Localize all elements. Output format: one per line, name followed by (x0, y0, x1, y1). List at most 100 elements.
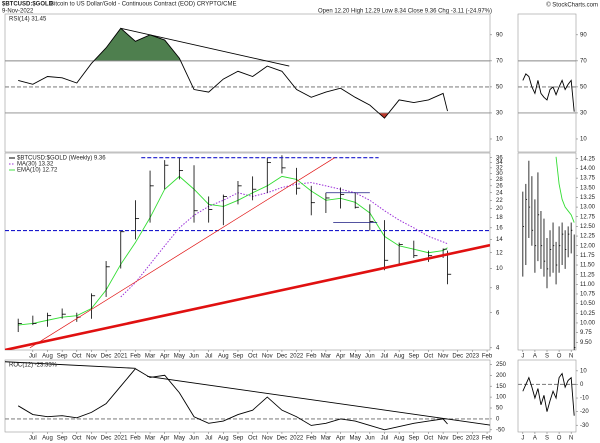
y-tick-label: 18 (496, 215, 503, 221)
x-tick-label: Jun (189, 436, 199, 442)
y-tick-label: 0 (580, 382, 584, 388)
y-tick-label: 14.00 (580, 166, 596, 172)
threshold-fill (378, 112, 389, 119)
plot-area (5, 155, 490, 350)
x-tick-label: Oct (72, 354, 82, 360)
y-tick-label: 4 (496, 345, 500, 351)
y-tick-label: 50 (496, 84, 503, 90)
x-tick-label: Jul (381, 436, 389, 442)
x-tick-label: Feb (306, 354, 317, 360)
y-tick-label: 10 (496, 266, 503, 272)
y-tick-label: 12.75 (580, 214, 596, 220)
y-tick-label: 28 (496, 177, 503, 183)
plot-area (522, 156, 576, 350)
x-tick-label: Jul (205, 436, 213, 442)
threshold-fill (18, 28, 448, 61)
y-tick-label: 50 (496, 406, 503, 412)
x-tick-label: Oct (72, 436, 82, 442)
y-tick-label: 13.00 (580, 205, 596, 211)
instrument-name: Bitcoin to US Dollar/Gold - Continuous C… (50, 2, 237, 8)
y-tick-label: 90 (580, 32, 587, 38)
plot-area (518, 372, 576, 416)
y-tick-label: 10.25 (580, 311, 596, 317)
x-tick-label: A (533, 354, 537, 360)
y-tick-label: 20 (496, 206, 503, 212)
x-tick-label: May (174, 354, 185, 360)
panel-frame (4, 13, 491, 153)
x-tick-label: Apr (336, 354, 345, 360)
x-tick-label: 2022 (290, 436, 304, 442)
symbol: $BTCUSD:$GOLD (2, 2, 54, 8)
y-tick-label: 10 (580, 368, 587, 374)
y-tick-label: 6 (496, 310, 500, 316)
y-tick-label: 0 (496, 416, 500, 422)
y-tick-label: 150 (496, 384, 507, 390)
x-tick-label: Oct (248, 436, 258, 442)
series-line (18, 27, 448, 119)
x-tick-label: Feb (306, 436, 317, 442)
plot-area (5, 27, 490, 119)
x-tick-label: O (557, 436, 562, 442)
y-tick-label: 8 (496, 285, 500, 291)
x-tick-label: S (545, 436, 549, 442)
x-tick-label: J (521, 354, 524, 360)
x-tick-label: Oct (424, 354, 434, 360)
x-tick-label: Oct (424, 436, 434, 442)
x-tick-label: Apr (160, 354, 169, 360)
x-tick-label: 2021 (114, 436, 128, 442)
y-tick-label: -20 (580, 409, 589, 415)
x-tick-label: Dec (452, 436, 463, 442)
y-tick-label: 10.75 (580, 292, 596, 298)
x-tick-label: May (174, 436, 185, 442)
legend-label: EMA(10) 12.72 (17, 168, 58, 174)
x-tick-label: Feb (482, 436, 493, 442)
x-tick-label: 2021 (114, 354, 128, 360)
y-tick-label: 90 (496, 32, 503, 38)
y-tick-label: 11.75 (580, 253, 595, 259)
overlay-line (555, 156, 575, 223)
y-tick-label: 16 (496, 225, 503, 231)
legend-label: MA(30) 13.32 (17, 162, 54, 168)
credit: © StockCharts.com (546, 2, 598, 9)
x-tick-label: Apr (336, 436, 345, 442)
y-tick-label: 9.75 (580, 330, 592, 336)
x-tick-label: Dec (101, 436, 112, 442)
panel-frame (517, 13, 577, 153)
x-tick-label: Sep (408, 436, 419, 442)
x-tick-label: S (545, 354, 549, 360)
x-tick-label: Dec (452, 354, 463, 360)
x-tick-label: Mar (321, 354, 331, 360)
x-tick-label: J (521, 436, 524, 442)
x-tick-label: Jul (29, 436, 37, 442)
quote: Open 12.20 High 12.29 Low 8.34 Close 9.3… (318, 9, 492, 15)
x-tick-label: Jul (381, 354, 389, 360)
y-tick-label: 12 (496, 250, 503, 256)
trendline (120, 27, 290, 67)
y-tick-label: 12.50 (580, 224, 596, 230)
y-tick-label: 32 (496, 165, 503, 171)
y-tick-label: 11.25 (580, 272, 595, 278)
x-tick-label: Sep (408, 354, 419, 360)
y-tick-label: 9.50 (580, 340, 592, 346)
x-tick-label: Mar (145, 354, 155, 360)
y-tick-label: 10.50 (580, 301, 596, 307)
threshold-fill-group (378, 112, 389, 119)
y-tick-label: 250 (496, 362, 507, 368)
x-tick-label: Feb (482, 354, 493, 360)
legend-label: ROC(12) -23.33% (9, 363, 58, 369)
y-tick-label: 200 (496, 373, 507, 379)
y-tick-label: 14.25 (580, 156, 596, 162)
y-tick-label: 70 (580, 58, 587, 64)
y-tick-label: -30 (580, 423, 589, 429)
y-tick-label: 10.00 (580, 321, 596, 327)
x-tick-label: Sep (233, 436, 244, 442)
x-tick-label: Mar (145, 436, 155, 442)
y-tick-label: 36 (496, 155, 503, 161)
x-tick-label: Aug (394, 436, 405, 442)
x-tick-label: Aug (218, 436, 229, 442)
x-tick-label: Jun (189, 354, 199, 360)
y-tick-label: -50 (496, 427, 505, 433)
y-tick-label: 30 (580, 111, 587, 117)
x-tick-label: 2023 (466, 436, 480, 442)
